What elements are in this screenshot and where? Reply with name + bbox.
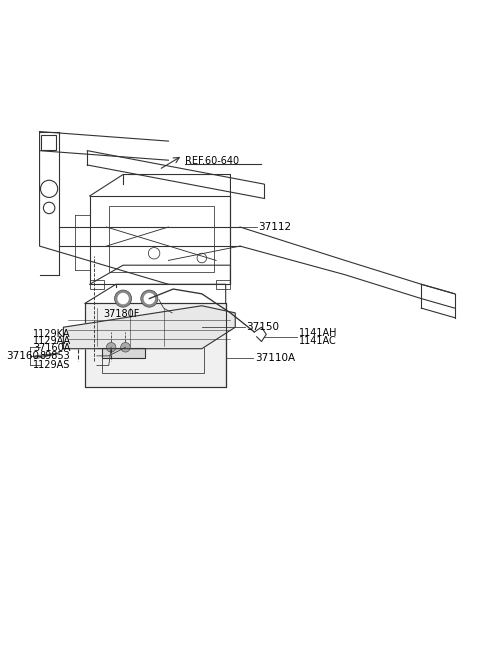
Text: 37160A: 37160A bbox=[33, 343, 71, 353]
Text: 37110A: 37110A bbox=[255, 353, 295, 363]
Bar bbox=[216, 280, 230, 289]
Text: 1129KA: 1129KA bbox=[33, 329, 71, 339]
Circle shape bbox=[117, 293, 129, 304]
Bar bbox=[102, 327, 204, 373]
Polygon shape bbox=[63, 305, 235, 349]
Bar bbox=[90, 280, 104, 289]
Text: 37112: 37112 bbox=[258, 222, 291, 232]
Text: 1129AS: 1129AS bbox=[33, 361, 71, 371]
Text: 1141AC: 1141AC bbox=[299, 335, 336, 345]
Circle shape bbox=[141, 290, 158, 307]
Circle shape bbox=[115, 290, 132, 307]
Text: 89853: 89853 bbox=[40, 351, 71, 361]
Text: 1141AH: 1141AH bbox=[299, 328, 337, 338]
Text: 37180F: 37180F bbox=[103, 309, 140, 319]
Bar bbox=[109, 206, 214, 272]
Text: 37160: 37160 bbox=[6, 351, 39, 361]
Text: REF.60-640: REF.60-640 bbox=[185, 156, 239, 166]
Text: 37150: 37150 bbox=[246, 322, 279, 332]
Bar bbox=[85, 303, 226, 387]
Bar bbox=[102, 348, 144, 359]
Circle shape bbox=[107, 343, 116, 352]
Bar bbox=[90, 196, 230, 284]
Bar bbox=[85, 303, 226, 387]
Circle shape bbox=[120, 343, 130, 352]
Circle shape bbox=[144, 293, 155, 304]
Bar bbox=[41, 135, 56, 149]
Text: 1129AA: 1129AA bbox=[33, 335, 71, 345]
